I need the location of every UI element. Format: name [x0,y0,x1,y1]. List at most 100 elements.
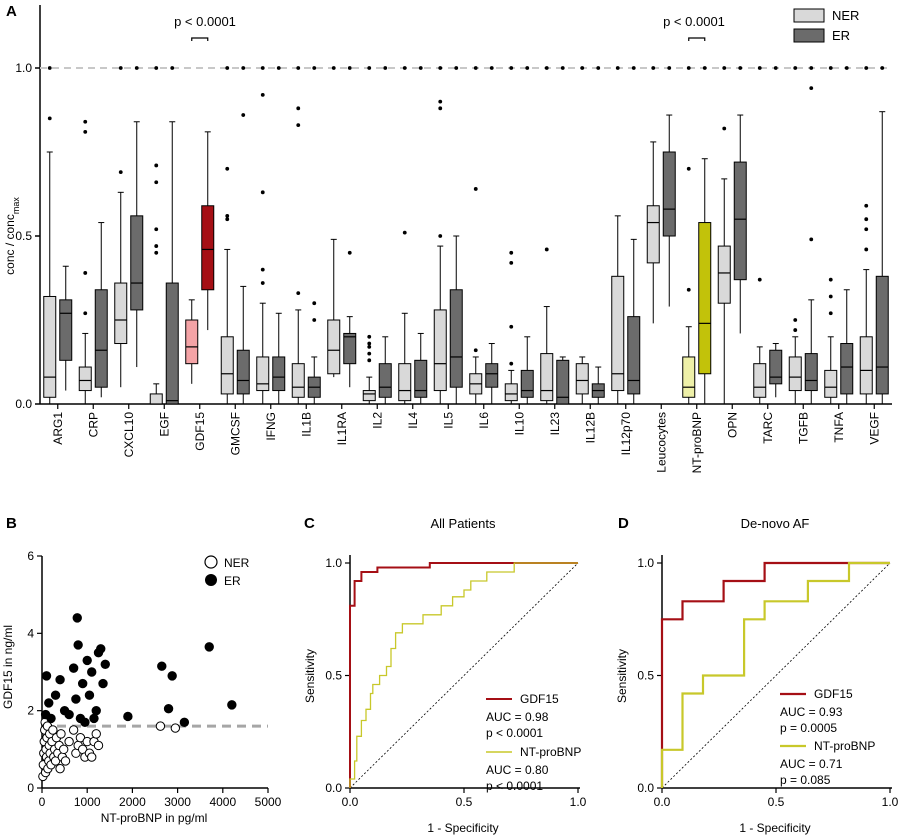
panel-c-x-axis-label: 1 - Specificity [427,821,498,835]
scatter-point-ner [64,736,74,747]
outlier-point [880,66,885,70]
box-er [59,299,73,361]
outlier-point [686,287,691,292]
panel-a-category-label: VEGF [867,412,881,445]
outlier-point [509,361,514,366]
outlier-point [828,277,833,282]
box-er [343,332,357,365]
panel-a-category-label: IL10 [512,412,526,436]
box-ner [78,366,92,392]
box-ner [327,319,341,375]
scatter-point-er [87,667,97,677]
box-er [272,356,286,392]
outlier-point [560,66,565,70]
scatter-point-er [80,717,90,727]
box-er [236,349,250,395]
scatter-point-er [72,613,82,623]
box-er [627,316,641,395]
panel-b-y-tick-label: 4 [27,626,34,640]
box-er [733,161,747,281]
box-er [556,359,570,405]
legend-swatch-er [793,28,825,43]
outlier-point [722,126,727,131]
panel-a-category-label: IL23 [548,412,562,436]
box-er [840,343,854,395]
outlier-point [844,66,849,70]
outlier-point [438,66,443,70]
panel-d-y-axis-label: Sensitivity [615,649,629,703]
box-er [804,353,818,392]
scatter-point-er [68,663,79,673]
outlier-point [276,66,281,70]
panel-b-plot: 0 2 4 6 0 1000 2000 3000 4000 5000 [27,549,281,809]
box-er [130,215,144,311]
panel-label-b: B [6,515,17,532]
panel-label-c: C [304,515,315,532]
outlier-point [296,123,301,128]
box-er [520,369,534,398]
roc-x-tick-label: 0.5 [456,795,473,809]
outlier-point [367,351,372,356]
panel-b: GDF15 in ng/ml NT-proBNP in pg/ml NER ER… [1,549,282,825]
box-ner [362,390,376,402]
box-ner [291,363,305,398]
panel-a: conc / concmax p < 0.0001 p < 0.0001 NER… [3,5,892,473]
box-ner [646,205,660,264]
outlier-point [509,324,514,329]
roc-chance-line [661,562,891,789]
panel-a-y-axis-label: conc / concmax [3,197,21,275]
roc-curve-nt-probnp [660,561,890,788]
roc-x-tick-label: 1.0 [570,795,587,809]
box-ner [220,336,234,395]
box-ner [611,275,625,392]
panel-b-y-tick-label: 0 [27,781,34,795]
roc-y-tick-label: 0.5 [325,669,342,683]
outlier-point [615,66,620,70]
scatter-point-er [46,713,56,724]
roc-y-tick-label: 1.0 [637,556,654,570]
panel-a-category-label: OPN [725,412,739,438]
scatter-point-er [157,661,167,671]
outlier-point [438,234,443,238]
outlier-point [134,66,139,70]
significance-bracket [191,37,209,41]
box-er [698,222,712,375]
panel-c-plot: 0.0 0.5 1.0 0.0 0.5 1.0 [325,555,587,809]
scatter-point-er [123,711,133,722]
outlier-point [312,66,317,70]
scatter-point-ner [155,721,166,731]
panel-d-plot: 0.0 0.5 1.0 0.0 0.5 1.0 [637,555,899,809]
outlier-point [509,250,514,255]
outlier-point [154,66,159,70]
panel-a-category-label: CRP [86,412,100,437]
outlier-point [651,66,656,70]
panel-b-x-tick-label: 3000 [164,795,191,809]
panel-c-legend-ntprobnp: NT-proBNP [520,745,581,759]
outlier-point [793,318,798,322]
box-ner [859,336,873,395]
outlier-point [383,66,388,70]
scatter-point-ner [56,729,66,739]
scatter-point-ner [60,756,71,766]
box-ner [682,356,696,398]
outlier-point [241,66,246,70]
outlier-point [347,250,352,255]
legend-label-er: ER [832,28,850,43]
outlier-point [47,66,52,70]
panel-c-auc-gdf15: AUC = 0.98 [486,710,549,724]
scatter-point-er [73,640,83,650]
box-ner [185,319,199,365]
outlier-point [773,66,778,70]
roc-curve-nt-probnp [349,562,578,788]
outlier-point [809,86,814,91]
outlier-point [828,66,833,70]
box-er [449,289,463,388]
outlier-point [260,190,265,195]
outlier-point [828,294,833,299]
box-er [662,151,676,237]
outlier-point [489,66,494,70]
panel-a-category-label: IL2 [370,412,384,429]
panel-c-title: All Patients [430,516,496,531]
panel-b-x-axis-label: NT-proBNP in pg/ml [101,811,207,825]
box-ner [256,356,270,392]
